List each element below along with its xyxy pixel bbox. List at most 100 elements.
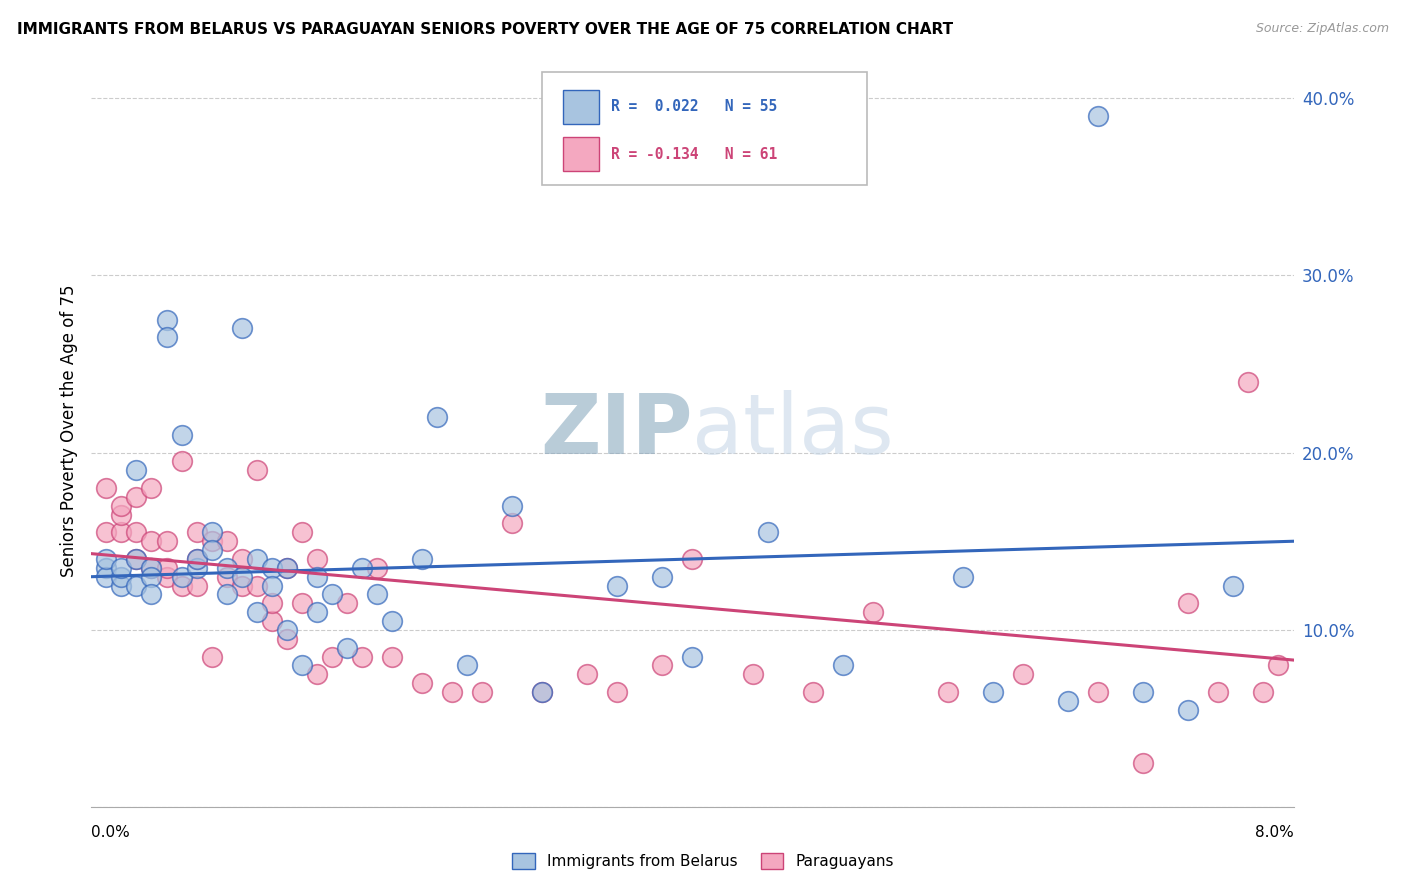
Point bbox=[411, 676, 433, 690]
Point bbox=[96, 561, 118, 575]
Point bbox=[201, 534, 224, 549]
Point bbox=[1132, 756, 1154, 770]
Point bbox=[440, 685, 463, 699]
Point bbox=[471, 685, 494, 699]
Point bbox=[141, 570, 163, 584]
Point bbox=[291, 596, 314, 610]
Point bbox=[291, 525, 314, 540]
Point bbox=[831, 658, 853, 673]
Point bbox=[155, 330, 177, 344]
Point bbox=[681, 649, 703, 664]
Point bbox=[170, 454, 193, 468]
Point bbox=[862, 605, 884, 619]
Point bbox=[231, 570, 253, 584]
Point bbox=[155, 534, 177, 549]
Text: R =  0.022   N = 55: R = 0.022 N = 55 bbox=[610, 99, 778, 114]
Text: R = -0.134   N = 61: R = -0.134 N = 61 bbox=[610, 146, 778, 161]
Text: IMMIGRANTS FROM BELARUS VS PARAGUAYAN SENIORS POVERTY OVER THE AGE OF 75 CORRELA: IMMIGRANTS FROM BELARUS VS PARAGUAYAN SE… bbox=[17, 22, 953, 37]
Point bbox=[1267, 658, 1289, 673]
Point bbox=[141, 587, 163, 601]
Point bbox=[336, 640, 359, 655]
Point bbox=[756, 525, 779, 540]
Point bbox=[201, 543, 224, 558]
Point bbox=[246, 605, 269, 619]
Point bbox=[246, 552, 269, 566]
Point bbox=[276, 632, 298, 646]
Point bbox=[246, 578, 269, 592]
Point bbox=[381, 614, 404, 628]
Text: ZIP: ZIP bbox=[540, 390, 692, 471]
Text: 0.0%: 0.0% bbox=[91, 825, 131, 839]
Point bbox=[186, 552, 208, 566]
Point bbox=[305, 667, 328, 681]
Text: Source: ZipAtlas.com: Source: ZipAtlas.com bbox=[1256, 22, 1389, 36]
Point bbox=[305, 570, 328, 584]
Point bbox=[501, 516, 523, 531]
Point bbox=[96, 570, 118, 584]
Point bbox=[305, 605, 328, 619]
Point bbox=[936, 685, 959, 699]
Point bbox=[276, 561, 298, 575]
Point bbox=[336, 596, 359, 610]
Point bbox=[321, 649, 343, 664]
Point bbox=[1237, 375, 1260, 389]
Point bbox=[186, 578, 208, 592]
Y-axis label: Seniors Poverty Over the Age of 75: Seniors Poverty Over the Age of 75 bbox=[59, 285, 77, 576]
Point bbox=[186, 552, 208, 566]
Point bbox=[215, 534, 238, 549]
Point bbox=[231, 321, 253, 335]
Point bbox=[651, 570, 673, 584]
Point bbox=[125, 525, 148, 540]
Point bbox=[96, 552, 118, 566]
Point bbox=[531, 685, 554, 699]
Point bbox=[651, 658, 673, 673]
Point bbox=[110, 508, 132, 522]
Point bbox=[350, 561, 373, 575]
Point bbox=[125, 463, 148, 477]
Point bbox=[110, 570, 132, 584]
Bar bbox=[562, 90, 599, 124]
Point bbox=[110, 561, 132, 575]
Point bbox=[411, 552, 433, 566]
Point bbox=[155, 561, 177, 575]
Point bbox=[186, 561, 208, 575]
Point bbox=[96, 525, 118, 540]
Point bbox=[201, 649, 224, 664]
Point bbox=[606, 578, 628, 592]
Point bbox=[125, 490, 148, 504]
Point bbox=[246, 463, 269, 477]
Point bbox=[681, 552, 703, 566]
Point bbox=[1012, 667, 1035, 681]
Point bbox=[201, 525, 224, 540]
Point bbox=[606, 685, 628, 699]
Point bbox=[231, 578, 253, 592]
Point bbox=[1253, 685, 1275, 699]
Point bbox=[1057, 694, 1080, 708]
Point bbox=[952, 570, 974, 584]
Point bbox=[1087, 685, 1109, 699]
Point bbox=[276, 623, 298, 637]
Point bbox=[110, 578, 132, 592]
Point bbox=[170, 570, 193, 584]
Point bbox=[141, 534, 163, 549]
Point bbox=[170, 578, 193, 592]
Bar bbox=[562, 137, 599, 171]
Point bbox=[125, 552, 148, 566]
Point bbox=[170, 427, 193, 442]
Point bbox=[456, 658, 478, 673]
Point bbox=[531, 685, 554, 699]
Point bbox=[231, 552, 253, 566]
Point bbox=[110, 499, 132, 513]
Point bbox=[155, 312, 177, 326]
Text: atlas: atlas bbox=[692, 390, 894, 471]
Point bbox=[1132, 685, 1154, 699]
Point bbox=[260, 561, 283, 575]
Point bbox=[186, 525, 208, 540]
Point bbox=[981, 685, 1004, 699]
Point bbox=[350, 649, 373, 664]
Point bbox=[155, 570, 177, 584]
Point bbox=[381, 649, 404, 664]
Point bbox=[215, 587, 238, 601]
Point bbox=[1208, 685, 1230, 699]
Point bbox=[125, 578, 148, 592]
